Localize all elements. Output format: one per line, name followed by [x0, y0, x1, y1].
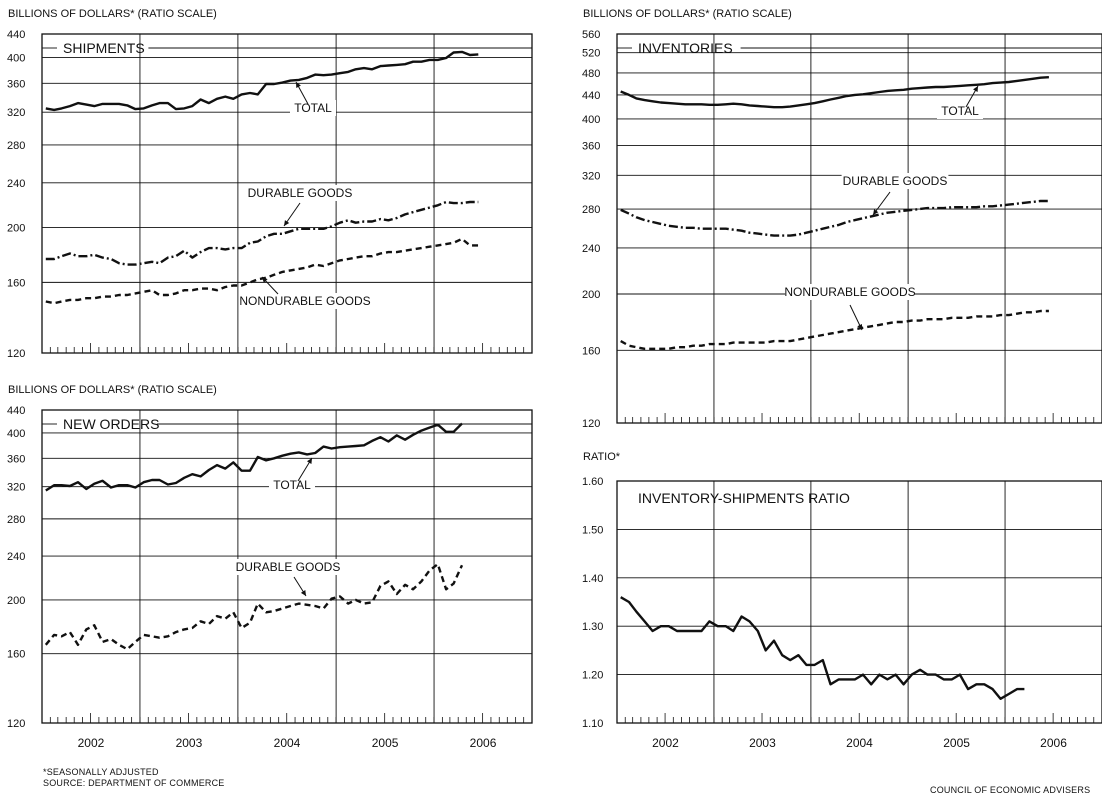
y-tick-label: 120	[582, 418, 600, 430]
footnote-source: SOURCE: DEPARTMENT OF COMMERCE	[43, 778, 225, 788]
y-tick-label: 120	[7, 718, 25, 730]
x-year-label: 2005	[372, 736, 399, 750]
y-tick-label: 240	[7, 551, 25, 563]
x-year-label: 2004	[274, 736, 301, 750]
panel-ratio: RATIO* 1.10 1.20 1.30 1.40 1.50 1.60 2002 2003 20…	[582, 451, 1102, 750]
panel-title: NEW ORDERS	[63, 416, 159, 432]
panel-inventories: BILLIONS OF DOLLARS* (RATIO SCALE) 120 160…	[582, 8, 1102, 430]
y-tick-label: 440	[7, 29, 25, 41]
y-tick-label: 200	[582, 289, 600, 301]
annotation-label: DURABLE GOODS	[236, 560, 341, 574]
series-line-total	[46, 424, 462, 491]
y-tick-label: 320	[7, 107, 25, 119]
annotation-arrowhead	[301, 590, 306, 596]
y-tick-label: 480	[582, 68, 600, 80]
x-year-label: 2003	[176, 736, 203, 750]
y-tick-label: 360	[7, 453, 25, 465]
series-line-durable-goods	[46, 564, 462, 649]
series-line-durable-goods	[621, 201, 1049, 236]
annotation-label: TOTAL	[941, 104, 979, 118]
y-tick-label: 160	[7, 649, 25, 661]
y-tick-label: 400	[7, 52, 25, 64]
panel-title: INVENTORY-SHIPMENTS RATIO	[638, 490, 850, 506]
panel-ylabel: BILLIONS OF DOLLARS* (RATIO SCALE)	[8, 384, 217, 396]
y-tick-label: 320	[582, 170, 600, 182]
y-tick-label: 1.10	[582, 718, 603, 730]
y-tick-label: 120	[7, 348, 25, 360]
annotation-arrowhead	[284, 220, 289, 226]
y-tick-label: 160	[582, 345, 600, 357]
annotation-label: DURABLE GOODS	[843, 174, 948, 188]
y-tick-label: 1.30	[582, 621, 603, 633]
x-year-label: 2006	[1040, 736, 1067, 750]
annotation-label: NONDURABLE GOODS	[239, 294, 370, 308]
panel-new-orders: BILLIONS OF DOLLARS* (RATIO SCALE) 120 160…	[7, 384, 532, 750]
panel-shipments: BILLIONS OF DOLLARS* (RATIO SCALE) 120 160…	[7, 8, 532, 360]
y-tick-label: 280	[7, 140, 25, 152]
y-tick-label: 1.40	[582, 573, 603, 585]
plot-frame	[617, 481, 1102, 723]
panel-ylabel: RATIO*	[583, 451, 621, 463]
y-tick-label: 560	[582, 29, 600, 41]
footnote-credit: COUNCIL OF ECONOMIC ADVISERS	[930, 785, 1090, 795]
y-tick-label: 520	[582, 48, 600, 60]
x-year-label: 2002	[78, 736, 105, 750]
y-tick-label: 360	[582, 141, 600, 153]
annotation-label: DURABLE GOODS	[248, 186, 353, 200]
y-tick-label: 280	[7, 514, 25, 526]
y-tick-label: 1.60	[582, 476, 603, 488]
series-line-nondurable-goods	[621, 311, 1049, 349]
panel-title: SHIPMENTS	[63, 40, 145, 56]
x-year-label: 2002	[652, 736, 679, 750]
y-tick-label: 400	[7, 428, 25, 440]
y-tick-label: 160	[7, 277, 25, 289]
footnote-seasonally-adjusted: *SEASONALLY ADJUSTED	[43, 767, 159, 777]
x-year-label: 2005	[943, 736, 970, 750]
panel-ylabel: BILLIONS OF DOLLARS* (RATIO SCALE)	[583, 8, 792, 20]
y-tick-label: 1.50	[582, 524, 603, 536]
series-line-ratio	[621, 597, 1025, 699]
y-tick-label: 320	[7, 482, 25, 494]
x-year-label: 2004	[846, 736, 873, 750]
y-tick-label: 200	[7, 223, 25, 235]
panel-ylabel: BILLIONS OF DOLLARS* (RATIO SCALE)	[8, 8, 217, 20]
y-tick-label: 200	[7, 595, 25, 607]
y-tick-label: 240	[582, 243, 600, 255]
x-year-label: 2006	[470, 736, 497, 750]
series-line-total	[46, 52, 479, 110]
annotation-label: TOTAL	[273, 478, 311, 492]
y-tick-label: 440	[582, 90, 600, 102]
y-tick-label: 440	[7, 405, 25, 417]
annotation-label: NONDURABLE GOODS	[784, 285, 915, 299]
y-tick-label: 360	[7, 78, 25, 90]
series-line-durable-goods	[46, 202, 479, 265]
series-line-total	[621, 77, 1049, 107]
annotation-label: TOTAL	[294, 101, 332, 115]
y-tick-label: 240	[7, 178, 25, 190]
panel-title: INVENTORIES	[638, 40, 733, 56]
y-tick-label: 280	[582, 204, 600, 216]
y-tick-label: 400	[582, 114, 600, 126]
y-tick-label: 1.20	[582, 670, 603, 682]
x-year-label: 2003	[749, 736, 776, 750]
